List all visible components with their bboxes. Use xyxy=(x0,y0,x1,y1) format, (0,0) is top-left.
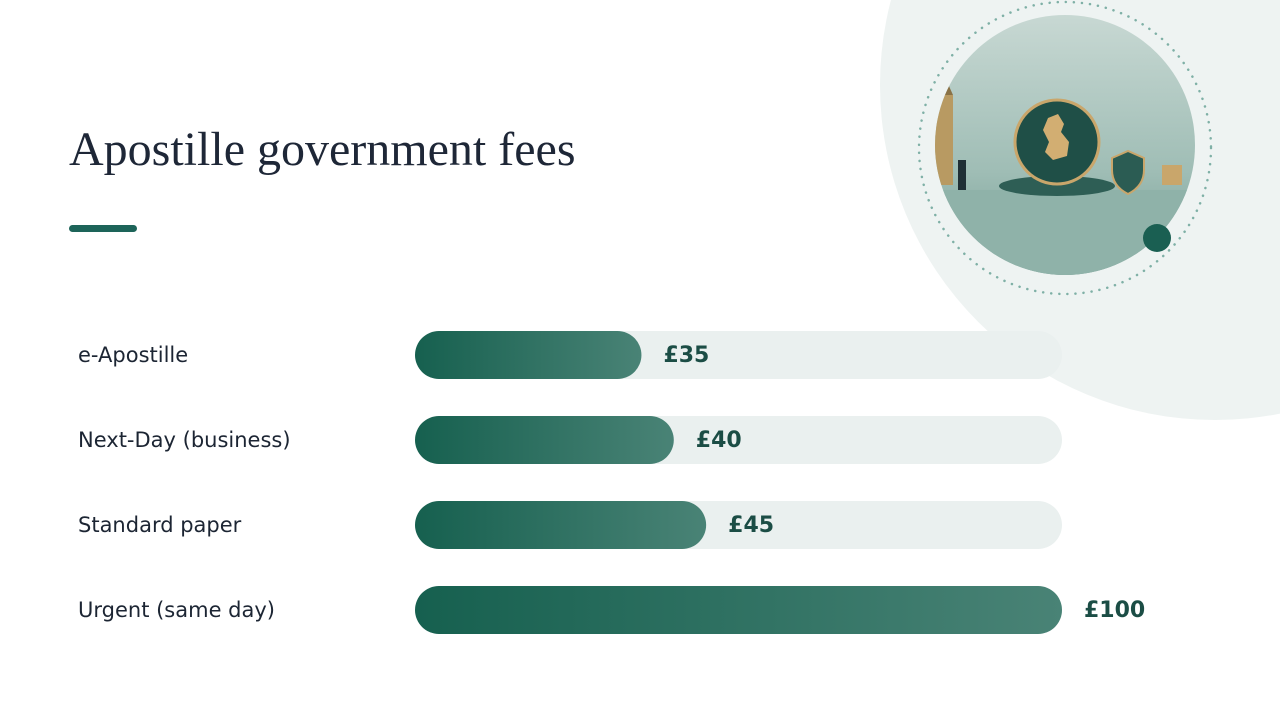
bar-fill xyxy=(415,501,707,549)
category-label: e-Apostille xyxy=(78,343,188,367)
category-label: Next-Day (business) xyxy=(78,428,291,452)
chart-title: Apostille government fees xyxy=(69,123,576,176)
value-label: £45 xyxy=(728,513,774,538)
bar-fill xyxy=(415,586,1062,634)
category-label: Standard paper xyxy=(78,513,242,537)
value-label: £35 xyxy=(663,343,709,368)
bar-fill xyxy=(415,331,642,379)
value-label: £40 xyxy=(696,428,742,453)
value-label: £100 xyxy=(1084,598,1145,623)
bar-fill xyxy=(415,416,674,464)
accent-dot xyxy=(1143,224,1171,252)
dotted-ring xyxy=(917,0,1213,296)
category-label: Urgent (same day) xyxy=(78,598,275,622)
title-underline xyxy=(69,225,137,232)
